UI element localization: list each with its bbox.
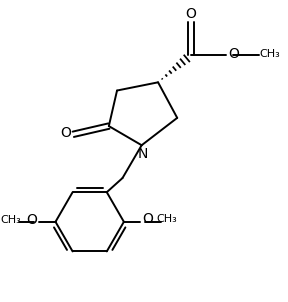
Text: O: O <box>26 214 37 227</box>
Text: O: O <box>185 8 196 21</box>
Text: CH₃: CH₃ <box>0 215 21 225</box>
Text: O: O <box>60 126 71 140</box>
Text: CH₃: CH₃ <box>260 49 281 59</box>
Text: O: O <box>229 47 240 61</box>
Text: N: N <box>138 147 148 161</box>
Text: CH₃: CH₃ <box>156 214 177 224</box>
Text: O: O <box>143 212 154 226</box>
